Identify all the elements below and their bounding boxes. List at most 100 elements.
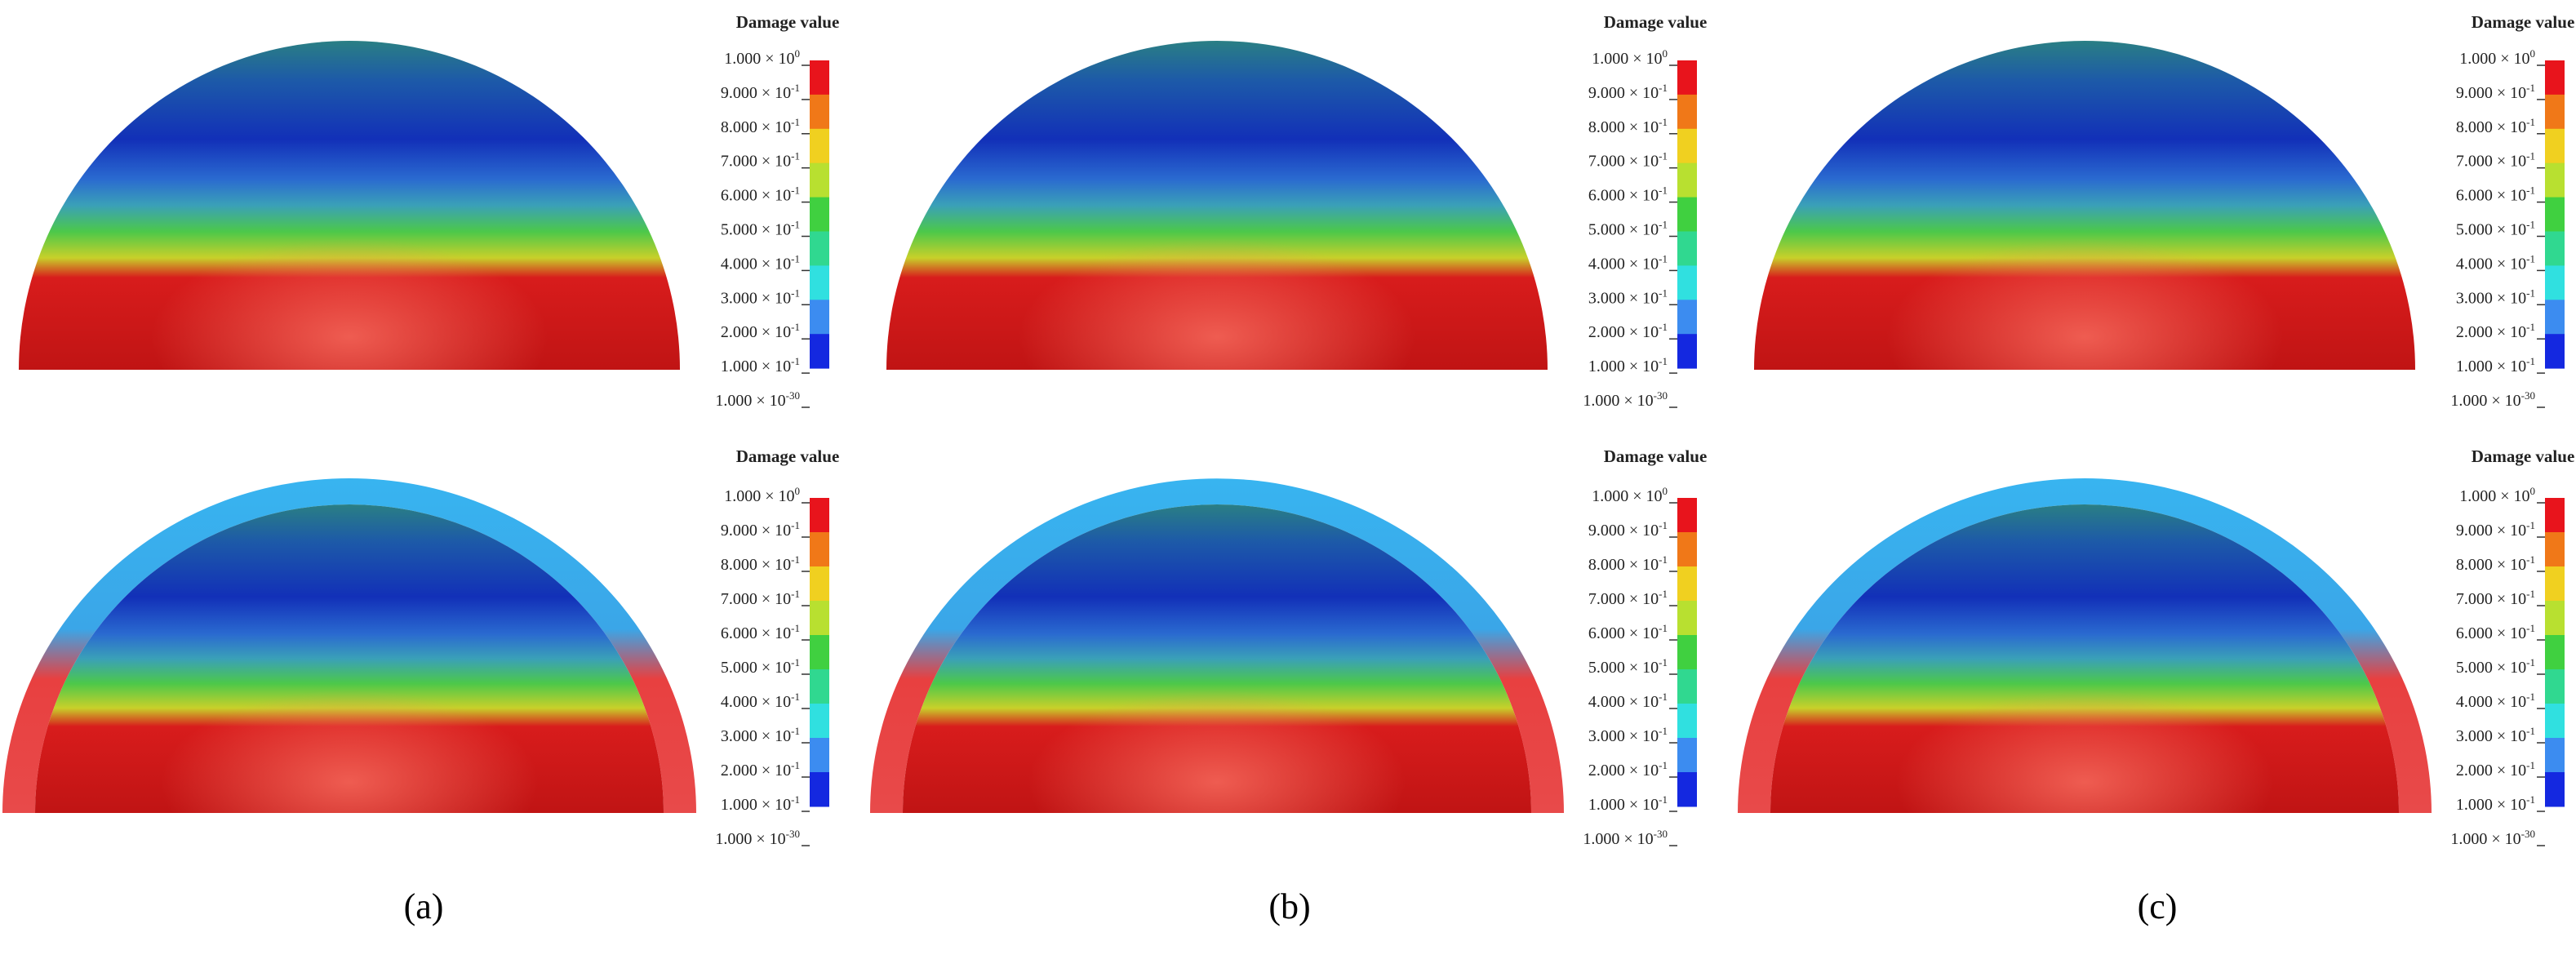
legend-swatch [810, 231, 829, 266]
label-base: 1.000 × 10 [724, 487, 794, 505]
legend-swatch [2545, 635, 2565, 670]
legend-label: 1.000 × 10-30 [715, 828, 800, 848]
legend-label: 5.000 × 10-1 [1588, 656, 1668, 677]
legend-swatch [2545, 265, 2565, 300]
legend-label: 8.000 × 10-1 [1588, 553, 1668, 574]
legend-label: 8.000 × 10-1 [721, 553, 800, 574]
legend-swatch [810, 60, 829, 96]
legend-label: 5.000 × 10-1 [2456, 219, 2535, 239]
label-exponent: -1 [791, 519, 800, 531]
label-base: 6.000 × 10 [721, 624, 791, 642]
legend-swatch [2545, 94, 2565, 130]
legend-swatch [810, 498, 829, 533]
legend-swatch [1677, 704, 1697, 739]
legend-label: 2.000 × 10-1 [1588, 759, 1668, 780]
caption: (a) [404, 886, 444, 926]
legend-swatch [1677, 601, 1697, 636]
legend-label: 4.000 × 10-1 [2456, 252, 2535, 273]
legend-swatch [810, 162, 829, 198]
label-base: 7.000 × 10 [721, 153, 791, 171]
label-base: 4.000 × 10 [1588, 255, 1659, 273]
label-exponent: -1 [791, 116, 800, 128]
legend-label: 9.000 × 10-1 [1588, 82, 1668, 102]
label-base: 8.000 × 10 [1588, 118, 1659, 136]
legend-swatch [1677, 300, 1697, 335]
legend-label: 9.000 × 10-1 [2456, 519, 2535, 540]
label-base: 2.000 × 10 [721, 762, 791, 780]
label-base: 6.000 × 10 [2456, 624, 2526, 642]
label-exponent: -1 [2526, 553, 2535, 566]
label-exponent: -1 [1659, 588, 1668, 600]
legend-swatch [1677, 566, 1697, 602]
legend-label: 9.000 × 10-1 [721, 82, 800, 102]
label-base: 6.000 × 10 [721, 187, 791, 205]
legend-label: 1.000 × 100 [2459, 485, 2535, 505]
legend-swatch [810, 197, 829, 232]
label-exponent: 0 [1663, 485, 1668, 497]
label-base: 9.000 × 10 [721, 522, 791, 540]
label-exponent: -1 [1659, 553, 1668, 566]
label-base: 1.000 × 10 [2456, 358, 2526, 375]
legend-swatch [2545, 231, 2565, 266]
label-base: 7.000 × 10 [721, 590, 791, 608]
legend-label: 1.000 × 10-1 [2456, 793, 2535, 814]
legend-swatch [2545, 566, 2565, 602]
dome-shine [886, 41, 1548, 370]
legend-swatch [810, 334, 829, 369]
label-exponent: -1 [791, 691, 800, 703]
label-exponent: -1 [1659, 725, 1668, 737]
legend-swatch [810, 635, 829, 670]
legend-swatch [1677, 498, 1697, 533]
legend-label: 2.000 × 10-1 [2456, 759, 2535, 780]
legend-label: 9.000 × 10-1 [721, 519, 800, 540]
label-base: 3.000 × 10 [721, 727, 791, 745]
label-base: 5.000 × 10 [2456, 221, 2526, 239]
legend-label: 4.000 × 10-1 [721, 252, 800, 273]
legend-title: Damage value [1604, 446, 1708, 466]
label-exponent: 0 [795, 47, 801, 60]
dome-shine [35, 504, 664, 813]
label-base: 5.000 × 10 [2456, 659, 2526, 677]
label-base: 1.000 × 10 [2450, 392, 2520, 410]
legend-swatch [1677, 669, 1697, 704]
legend-label: 3.000 × 10-1 [721, 725, 800, 745]
legend-label: 8.000 × 10-1 [1588, 116, 1668, 136]
label-base: 9.000 × 10 [721, 84, 791, 102]
legend-swatch [1677, 334, 1697, 369]
legend-swatch [810, 300, 829, 335]
legend-swatch [1677, 265, 1697, 300]
label-exponent: -30 [786, 389, 800, 402]
legend-label: 1.000 × 10-30 [715, 389, 800, 410]
label-base: 4.000 × 10 [721, 693, 791, 711]
legend-label: 7.000 × 10-1 [2456, 150, 2535, 171]
label-exponent: -1 [1659, 116, 1668, 128]
legend-label: 3.000 × 10-1 [2456, 286, 2535, 307]
label-exponent: -1 [1659, 219, 1668, 231]
legend-title: Damage value [2472, 446, 2575, 466]
legend-swatch [2545, 532, 2565, 567]
legend-swatch [2545, 60, 2565, 96]
label-base: 3.000 × 10 [1588, 727, 1659, 745]
label-exponent: -1 [2526, 184, 2535, 197]
legend-label: 8.000 × 10-1 [721, 116, 800, 136]
label-exponent: 0 [2530, 47, 2536, 60]
legend-label: 3.000 × 10-1 [721, 286, 800, 307]
legend-label: 2.000 × 10-1 [2456, 321, 2535, 341]
label-exponent: -1 [1659, 691, 1668, 703]
legend-label: 5.000 × 10-1 [1588, 219, 1668, 239]
label-base: 1.000 × 10 [1592, 50, 1662, 68]
legend-label: 1.000 × 100 [724, 47, 800, 68]
legend-title: Damage value [1604, 12, 1708, 32]
label-exponent: -1 [2526, 725, 2535, 737]
label-exponent: -1 [791, 553, 800, 566]
label-exponent: -30 [2521, 828, 2535, 840]
legend-swatch [2545, 601, 2565, 636]
legend-label: 4.000 × 10-1 [1588, 691, 1668, 711]
label-base: 5.000 × 10 [721, 221, 791, 239]
label-exponent: -1 [791, 321, 800, 333]
label-exponent: -30 [786, 828, 800, 840]
